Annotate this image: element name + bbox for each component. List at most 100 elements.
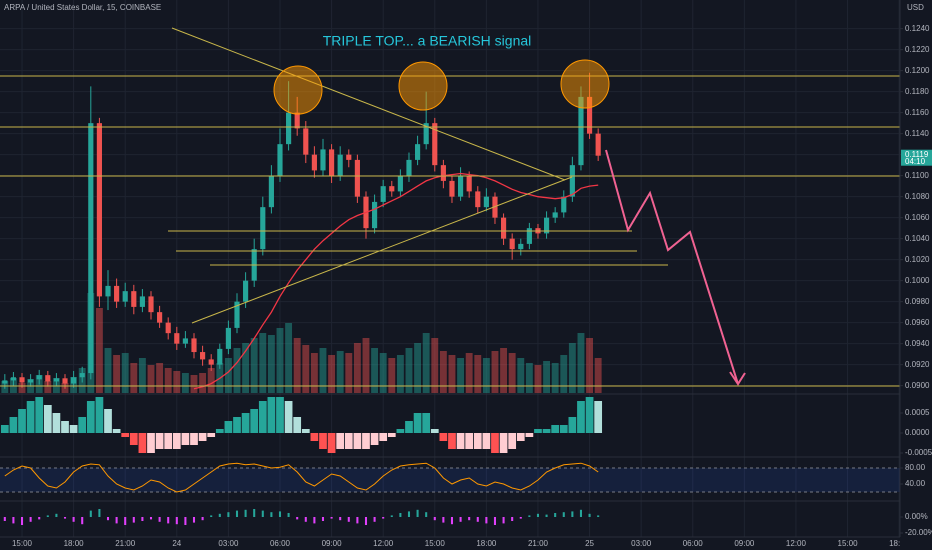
y-tick-label: 0.1000 — [905, 276, 930, 285]
volume-bar — [250, 338, 258, 393]
volume-bar — [474, 355, 482, 393]
histogram-bar — [585, 397, 594, 433]
candle-body — [10, 377, 16, 381]
histogram-bar — [330, 517, 333, 519]
candle-body — [268, 175, 274, 208]
volume-bar — [439, 351, 447, 393]
candle-body — [225, 327, 231, 349]
volume-bar — [371, 348, 379, 393]
histogram-bar — [416, 509, 419, 517]
volume-bar — [508, 353, 516, 393]
volume-bar — [543, 361, 551, 393]
histogram-bar — [382, 517, 385, 519]
candle-body — [329, 149, 335, 176]
x-tick-label: 25 — [585, 539, 594, 548]
histogram-bar — [559, 425, 568, 433]
histogram-bar — [571, 511, 574, 517]
price-axis — [900, 0, 932, 550]
histogram-bar — [508, 433, 517, 449]
histogram-bar — [562, 512, 565, 517]
x-tick-label: 03:00 — [631, 539, 652, 548]
candle-body — [182, 338, 188, 344]
candle-body — [208, 359, 214, 365]
histogram-bar — [89, 510, 92, 517]
histogram-bar — [115, 517, 118, 524]
candle-body — [157, 312, 163, 323]
histogram-bar — [72, 517, 75, 522]
histogram-bar — [425, 512, 428, 517]
histogram-bar — [81, 517, 84, 525]
x-tick-label: 09:00 — [322, 539, 343, 548]
volume-bar — [18, 383, 26, 393]
histogram-bar — [38, 517, 41, 520]
candle-body — [96, 123, 102, 297]
histogram-bar — [364, 517, 368, 525]
candle-body — [234, 301, 240, 328]
candle-body — [174, 333, 180, 344]
volume-bar — [302, 345, 310, 393]
histogram-bar — [536, 513, 540, 517]
candle-body — [543, 217, 550, 234]
volume-bar — [190, 375, 198, 393]
candle-body — [432, 123, 438, 166]
candle-body — [415, 144, 421, 160]
x-tick-label: 12:00 — [786, 539, 807, 548]
histogram-bar — [227, 512, 230, 517]
volume-bar — [551, 363, 559, 393]
last-price-label: 0.1119 — [905, 150, 929, 159]
histogram-bar — [20, 517, 24, 525]
histogram-bar — [270, 512, 273, 517]
histogram-bar — [296, 517, 299, 520]
candle-body — [500, 217, 507, 239]
histogram-bar — [336, 433, 345, 449]
histogram-bar — [442, 517, 445, 523]
candle-body — [320, 149, 326, 171]
histogram-bar — [175, 517, 178, 525]
x-tick-label: 21:00 — [115, 539, 136, 548]
histogram-bar — [287, 513, 290, 517]
volume-bar — [362, 338, 370, 393]
x-tick-label: 12:00 — [373, 539, 394, 548]
histogram-bar — [250, 409, 259, 433]
histogram-bar — [233, 417, 241, 433]
candle-body — [294, 112, 300, 129]
y-tick-label: 0.0940 — [905, 339, 930, 348]
histogram-bar — [95, 397, 104, 433]
histogram-bar — [594, 401, 603, 433]
candle-body — [586, 96, 593, 134]
histogram-bar — [201, 517, 204, 521]
histogram-bar — [149, 517, 153, 520]
y-tick-label: 0.1220 — [905, 45, 930, 54]
volume-bar — [517, 358, 525, 393]
candle-body — [440, 165, 446, 181]
histogram-bar — [112, 429, 121, 433]
candle-body — [165, 322, 171, 334]
volume-bar — [405, 348, 413, 393]
volume-bar — [336, 351, 344, 393]
y-tick-label: 0.1200 — [905, 66, 930, 75]
y-tick-label: 0.1140 — [905, 129, 929, 138]
candle-body — [114, 285, 120, 302]
histogram-bar — [579, 509, 582, 517]
volume-bar — [353, 343, 361, 393]
candle-body — [243, 280, 249, 302]
histogram-bar — [293, 417, 302, 433]
x-tick-label: 24 — [172, 539, 181, 548]
histogram-bar — [267, 397, 276, 433]
x-tick-label: 18:00 — [476, 539, 497, 548]
histogram-bar — [568, 417, 577, 433]
candle-body — [526, 228, 532, 244]
y-tick-label: 0.1040 — [905, 234, 930, 243]
x-tick-label: 06:00 — [683, 539, 704, 548]
candle-body — [45, 375, 51, 382]
histogram-bar — [147, 433, 155, 453]
countdown-label: 04:10 — [905, 157, 926, 166]
histogram-bar — [413, 413, 422, 433]
histogram-bar — [491, 433, 499, 453]
volume-bar — [285, 323, 293, 393]
candle-body — [449, 180, 455, 197]
y-tick-label: -20.00% — [905, 528, 932, 537]
histogram-bar — [482, 433, 491, 449]
histogram-bar — [339, 517, 342, 521]
candle-body — [217, 348, 223, 365]
